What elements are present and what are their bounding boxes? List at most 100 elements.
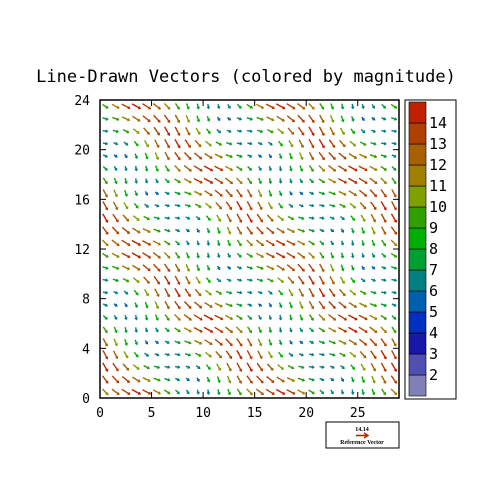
vector-arrow xyxy=(371,239,375,246)
vector-arrowhead xyxy=(394,231,398,235)
vector-arrow xyxy=(174,178,181,184)
vector-arrowhead xyxy=(394,266,398,270)
vector-arrow xyxy=(193,165,203,172)
vector-arrow xyxy=(359,290,366,295)
vector-arrow xyxy=(184,139,191,148)
vector-arrowhead xyxy=(155,305,160,310)
vector-arrow xyxy=(246,189,253,198)
vector-arrowhead xyxy=(138,106,142,110)
vector-arrowhead xyxy=(271,392,275,395)
vector-arrowhead xyxy=(301,281,305,285)
vector-arrow xyxy=(174,103,180,110)
vector-arrowhead xyxy=(269,142,273,146)
vector-arrowhead xyxy=(301,365,305,369)
vector-arrow xyxy=(214,177,223,184)
vector-arrow xyxy=(102,326,108,333)
colorbar-label: 9 xyxy=(429,219,438,237)
vector-arrowhead xyxy=(115,356,119,360)
vector-arrowhead xyxy=(249,254,253,258)
vector-arrowhead xyxy=(383,181,387,185)
vector-arrowhead xyxy=(228,117,232,121)
vector-arrowhead xyxy=(340,391,345,395)
vector-arrowhead xyxy=(383,254,387,258)
vector-arrow xyxy=(297,275,305,285)
vector-arrowhead xyxy=(351,242,355,247)
vector-arrowhead xyxy=(362,367,366,371)
vector-arrowhead xyxy=(176,255,180,259)
vector-arrow xyxy=(257,350,263,359)
vector-arrowhead xyxy=(176,106,180,110)
colorbar-swatch xyxy=(408,353,427,376)
vector-arrowhead xyxy=(116,243,120,247)
vector-arrowhead xyxy=(239,343,243,347)
vector-arrow xyxy=(142,103,151,110)
vector-arrow xyxy=(276,376,285,383)
vector-arrow xyxy=(348,190,357,197)
vector-arrowhead xyxy=(105,231,109,235)
vector-arrowhead xyxy=(210,329,214,333)
vector-arrow xyxy=(277,128,284,134)
vector-arrowhead xyxy=(134,180,138,184)
vector-arrowhead xyxy=(238,254,242,258)
vector-arrow xyxy=(319,263,325,272)
vector-arrowhead xyxy=(394,380,398,384)
vector-arrowhead xyxy=(145,293,149,297)
vector-arrowhead xyxy=(341,119,345,123)
vector-arrow xyxy=(112,362,119,372)
vector-arrowhead xyxy=(167,229,171,233)
vector-arrowhead xyxy=(363,142,367,146)
colorbar-swatch xyxy=(408,248,427,271)
vector-arrow xyxy=(236,201,243,211)
vector-arrowhead xyxy=(177,281,181,286)
vector-arrowhead xyxy=(364,180,368,184)
vector-arrowhead xyxy=(331,216,335,220)
vector-arrow xyxy=(236,362,242,372)
vector-arrowhead xyxy=(217,267,221,271)
vector-arrow xyxy=(102,213,109,223)
vector-arrow xyxy=(143,127,150,135)
vector-arrowhead xyxy=(138,242,142,246)
vector-arrowhead xyxy=(271,267,275,271)
vector-arrow xyxy=(102,201,108,211)
vector-arrowhead xyxy=(148,106,152,110)
vector-arrowhead xyxy=(114,181,118,185)
vector-arrowhead xyxy=(167,255,171,259)
vector-arrowhead xyxy=(208,205,212,209)
vector-arrowhead xyxy=(372,368,377,372)
vector-arrow xyxy=(360,214,366,222)
vector-arrow xyxy=(204,152,213,159)
vector-arrow xyxy=(154,314,159,321)
vector-arrow xyxy=(225,338,233,346)
vector-arrowhead xyxy=(155,156,160,161)
vector-arrowhead xyxy=(138,255,142,259)
vector-arrowhead xyxy=(228,231,232,235)
vector-arrowhead xyxy=(157,255,161,259)
colorbar-label: 12 xyxy=(429,156,447,174)
vector-arrowhead xyxy=(311,294,315,298)
vector-arrowhead xyxy=(331,119,335,123)
vector-arrowhead xyxy=(289,168,293,172)
vector-arrow xyxy=(348,152,357,159)
vector-arrowhead xyxy=(177,145,181,149)
vector-arrow xyxy=(122,128,129,134)
vector-arrowhead xyxy=(125,206,129,210)
vector-arrowhead xyxy=(332,353,336,357)
vector-arrowhead xyxy=(188,192,192,196)
vector-arrow xyxy=(275,252,285,259)
vector-arrow xyxy=(142,115,151,123)
vector-arrowhead xyxy=(249,343,253,347)
vector-arrowhead xyxy=(269,355,273,359)
colorbar-swatch xyxy=(408,101,427,124)
vector-arrow xyxy=(390,362,397,372)
vector-arrowhead xyxy=(188,168,192,172)
vector-arrow xyxy=(308,165,314,172)
vector-arrowhead xyxy=(249,316,253,320)
vector-arrow xyxy=(359,153,367,159)
vector-arrow xyxy=(174,165,181,172)
vector-arrowhead xyxy=(155,317,159,321)
vector-arrowhead xyxy=(393,316,397,320)
vector-arrow xyxy=(297,389,305,395)
vector-arrowhead xyxy=(364,342,368,346)
vector-arrow xyxy=(339,203,346,208)
vector-arrow xyxy=(369,189,377,197)
